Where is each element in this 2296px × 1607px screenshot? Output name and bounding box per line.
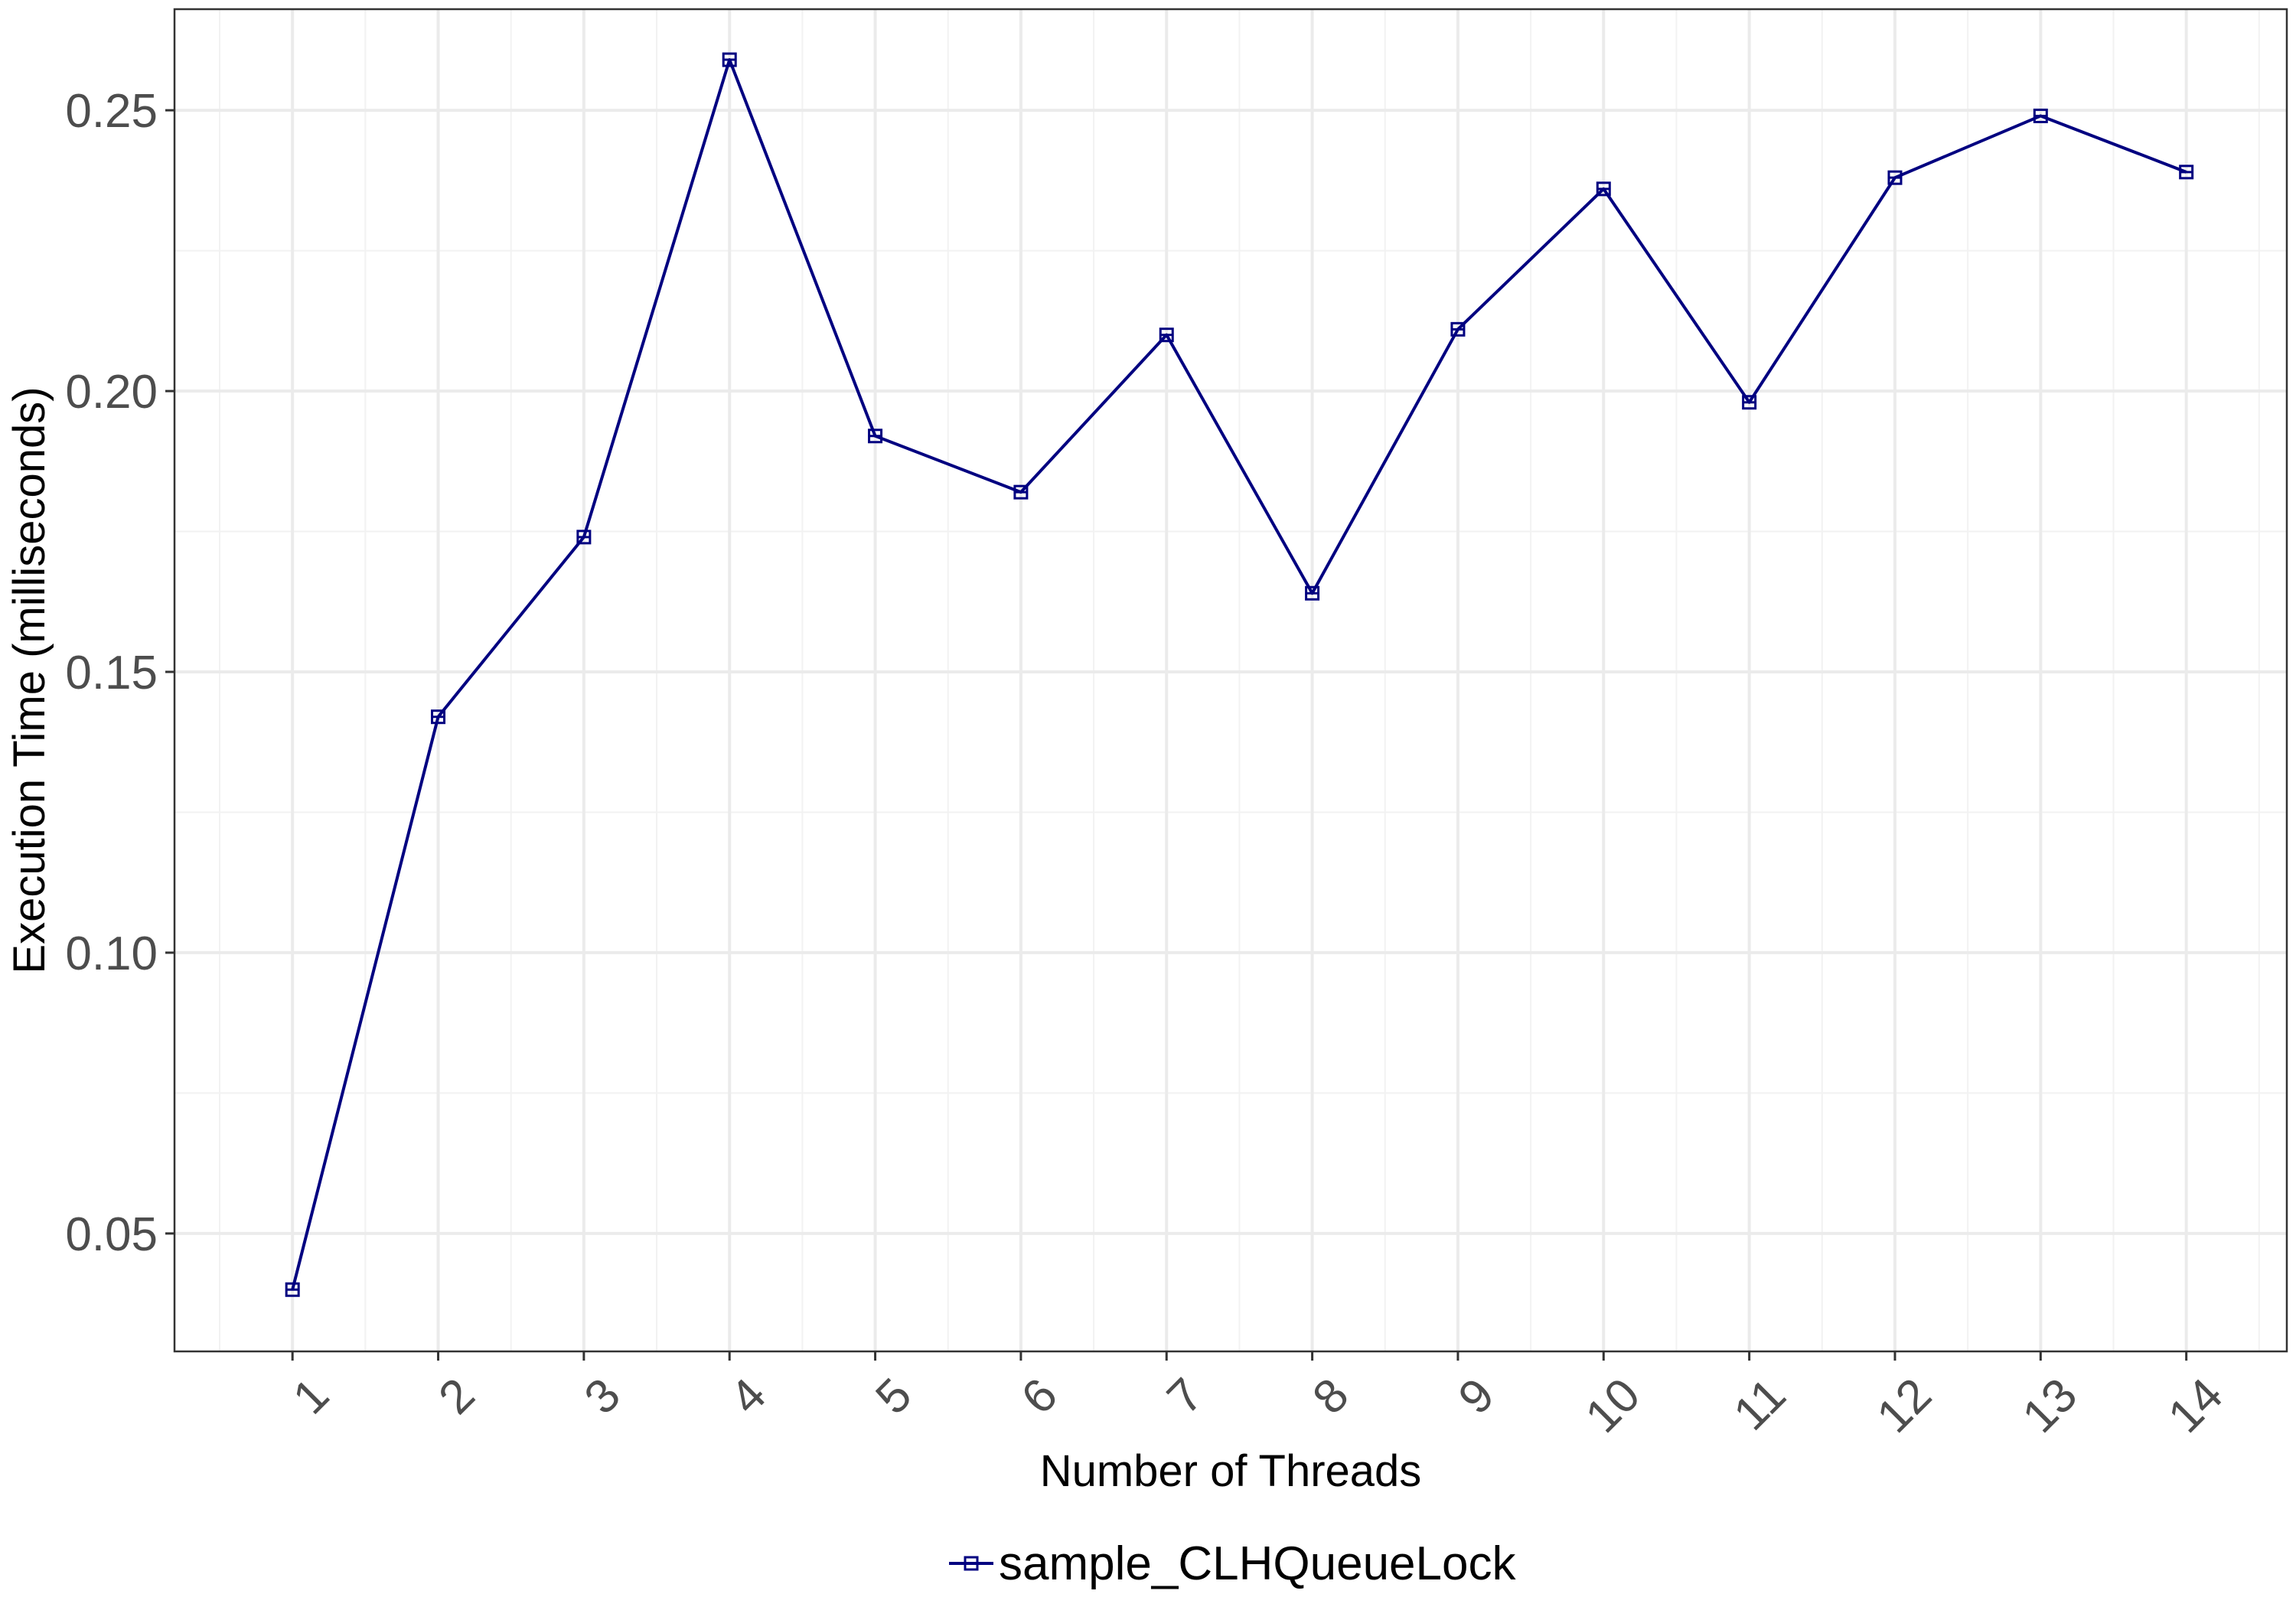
legend-label: sample_CLHQueueLock [999,1537,1516,1590]
x-tick-label: 10 [1576,1368,1651,1443]
x-tick-label: 7 [1157,1368,1213,1424]
x-tick-label: 14 [2158,1368,2233,1443]
x-tick-label: 6 [1012,1368,1068,1424]
y-tick-label: 0.05 [65,1208,158,1261]
x-axis: 1 2 3 4 5 6 7 8 9 10 11 12 13 14 [283,1351,2233,1443]
legend-marker-square-icon [964,1556,979,1571]
y-tick-label: 0.25 [65,85,158,138]
x-axis-title: Number of Threads [1040,1446,1422,1496]
y-tick-label: 0.15 [65,647,158,699]
x-tick-label: 12 [1867,1368,1942,1443]
x-tick-label: 1 [283,1368,339,1424]
y-axis-title: Execution Time (milliseconds) [5,386,54,973]
plot-panel-border [173,8,2288,1353]
x-tick-label: 11 [1724,1368,1795,1440]
minor-gridlines [174,9,2287,1351]
major-gridlines [174,9,2287,1351]
x-tick-label: 8 [1303,1368,1358,1424]
series-line-0 [291,58,2187,1290]
x-tick-label: 13 [2013,1368,2088,1443]
x-tick-label: 4 [720,1368,776,1424]
series-layer [285,52,2194,1297]
legend: sample_CLHQueueLock [949,1537,1516,1590]
y-tick-label: 0.10 [65,927,158,980]
x-tick-label: 2 [429,1368,484,1424]
x-tick-label: 9 [1449,1368,1505,1424]
y-tick-label: 0.20 [65,366,158,419]
y-axis: 0.05 0.10 0.15 0.20 0.25 [65,85,174,1261]
x-tick-label: 5 [866,1368,921,1424]
x-tick-label: 3 [575,1368,631,1424]
